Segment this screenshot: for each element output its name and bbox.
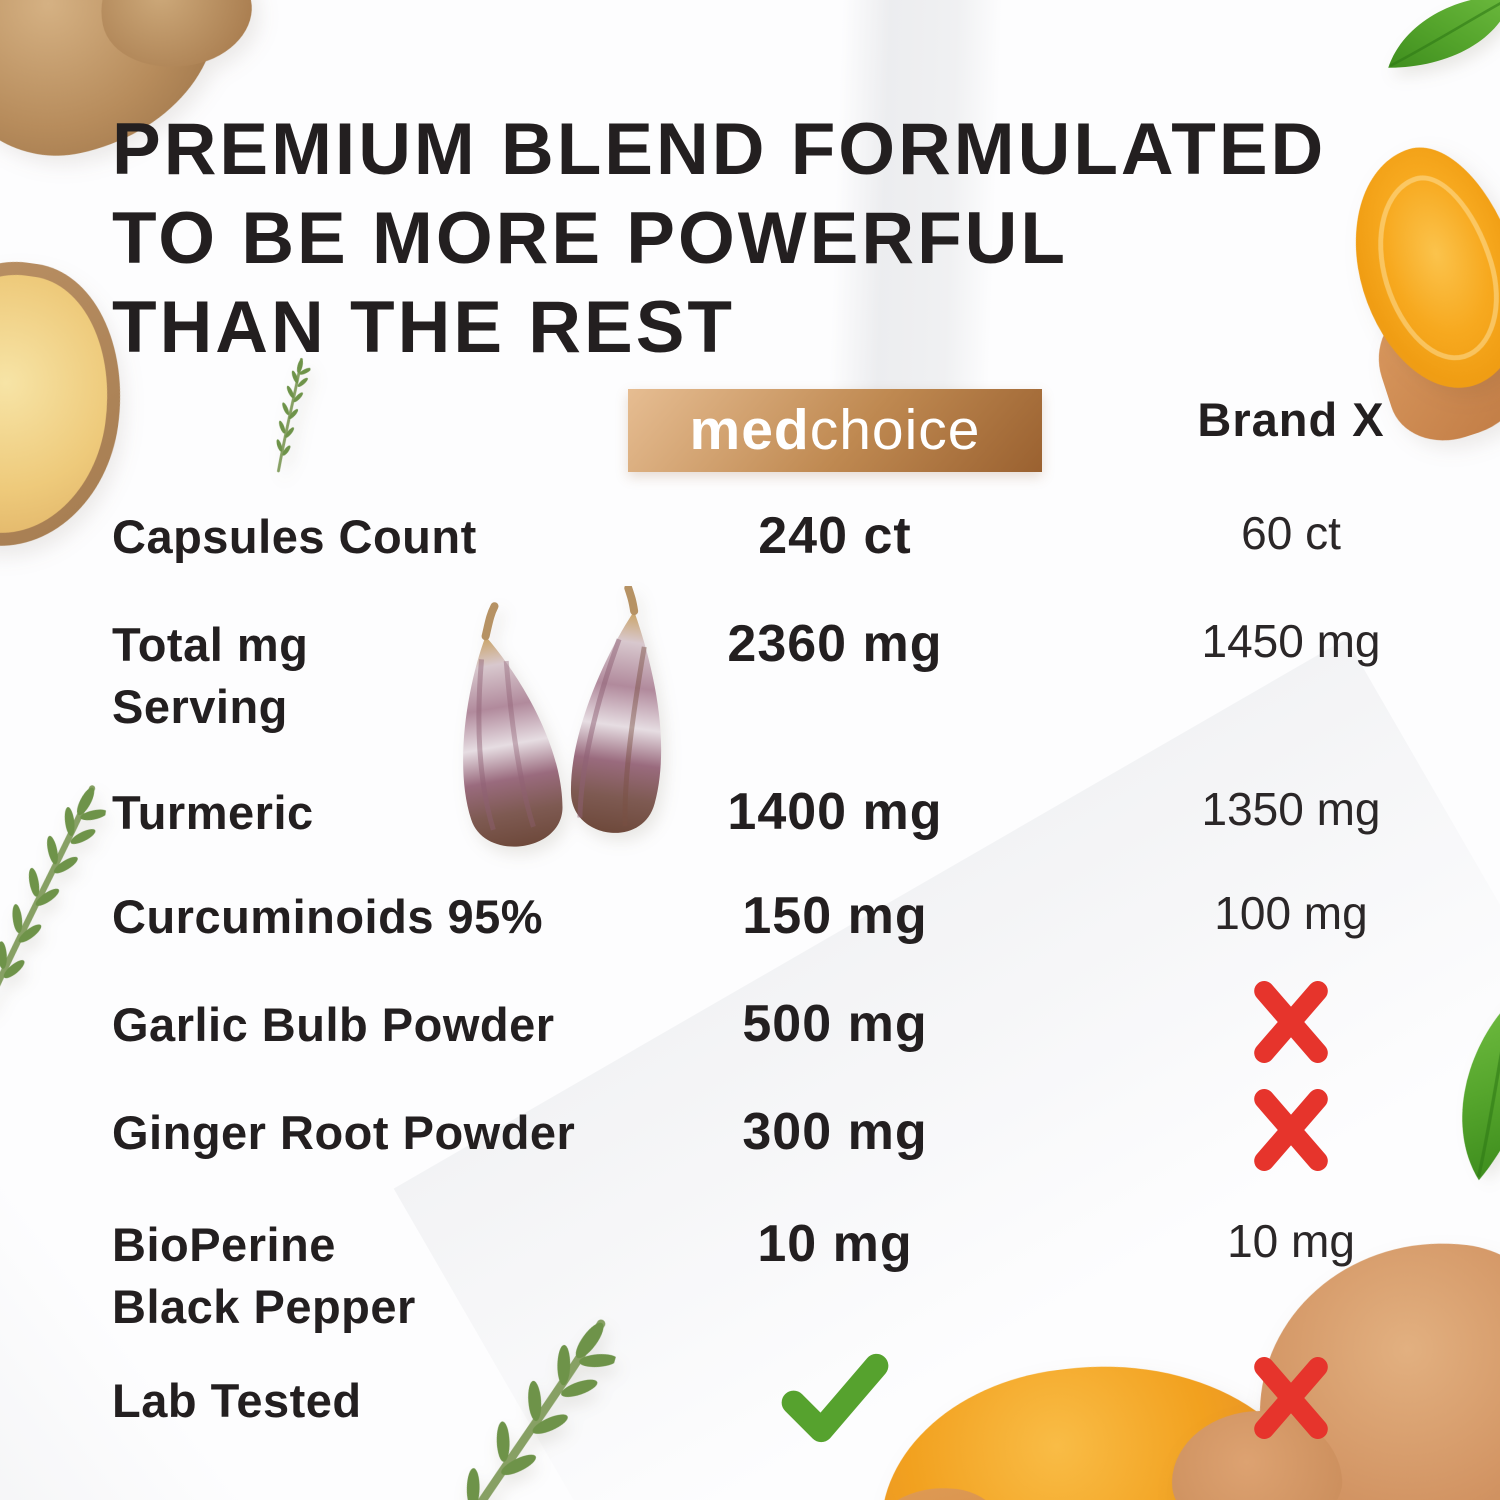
row-label: Capsules Count xyxy=(112,510,477,563)
thyme-sprig-photo xyxy=(240,354,340,478)
row-label: Ginger Root Powder xyxy=(112,1106,576,1159)
brandx-cross xyxy=(1086,1357,1496,1473)
row-label: Lab Tested xyxy=(112,1374,362,1427)
row-label: BioPerine Black Pepper xyxy=(112,1218,416,1333)
medchoice-value: 500 mg xyxy=(742,995,928,1053)
medchoice-value: 10 mg xyxy=(757,1215,913,1273)
medchoice-value: 150 mg xyxy=(742,887,928,945)
brandx-value: 10 mg xyxy=(1227,1215,1355,1267)
row-label: Garlic Bulb Powder xyxy=(112,998,555,1051)
medchoice-value: 2360 mg xyxy=(727,615,943,673)
brandx-cross xyxy=(1086,1089,1496,1205)
row-label: Turmeric xyxy=(112,786,314,839)
turmeric-cut-photo xyxy=(1327,128,1500,409)
title-line: PREMIUM BLEND FORMULATED xyxy=(112,108,1327,190)
row-label: Total mg Serving xyxy=(112,618,309,733)
medchoice-value: 1400 mg xyxy=(727,783,943,841)
brandx-value: 1350 mg xyxy=(1201,783,1381,835)
cross-icon xyxy=(1249,1084,1333,1176)
brandx-value: 100 mg xyxy=(1214,887,1368,939)
brandx-cross xyxy=(1086,981,1496,1097)
cross-icon xyxy=(1249,976,1333,1068)
title-line: TO BE MORE POWERFUL xyxy=(112,197,1068,279)
cross-icon xyxy=(1249,1352,1333,1444)
green-leaf-photo xyxy=(1385,0,1500,78)
medchoice-value: 300 mg xyxy=(742,1103,928,1161)
competitor-column-header: Brand X xyxy=(1197,393,1385,446)
thyme-sprig-photo xyxy=(0,768,123,1029)
page-title: PREMIUM BLEND FORMULATED TO BE MORE POWE… xyxy=(112,105,1326,372)
medchoice-check xyxy=(628,1353,1042,1475)
brandx-value: 1450 mg xyxy=(1201,615,1381,667)
brandx-value: 60 ct xyxy=(1241,507,1341,559)
medchoice-value: 240 ct xyxy=(758,507,912,565)
brand-name-bold: med xyxy=(689,398,810,462)
check-icon xyxy=(779,1352,891,1444)
row-label: Curcuminoids 95% xyxy=(112,890,544,943)
title-line: THAN THE REST xyxy=(112,287,735,368)
brand-name-light: choice xyxy=(809,398,981,462)
medchoice-brand-badge: medchoice xyxy=(628,389,1042,472)
